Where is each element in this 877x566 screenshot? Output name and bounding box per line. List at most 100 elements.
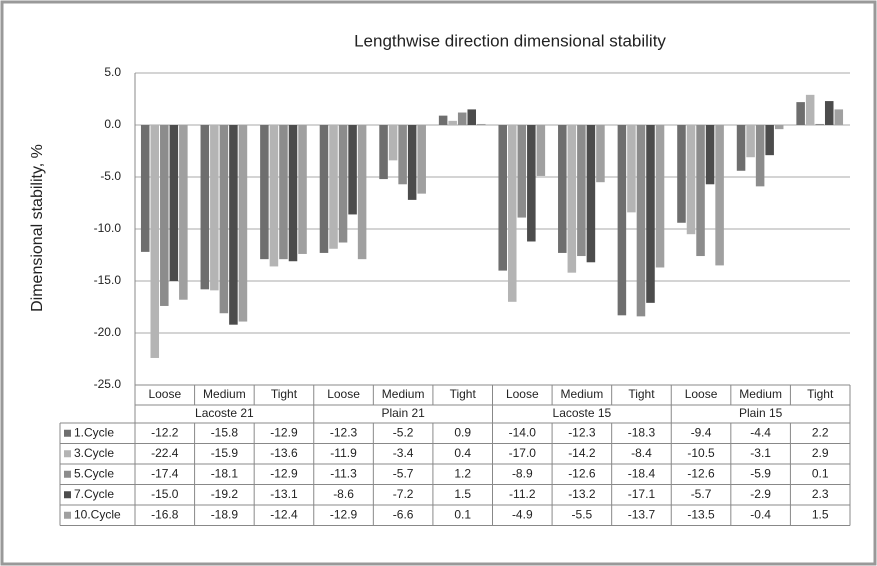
legend-key: [64, 470, 71, 478]
legend-key: [64, 511, 71, 519]
y-tick-label: -20.0: [94, 325, 122, 339]
table-value: -8.9: [512, 466, 533, 480]
table-value: -0.4: [750, 507, 771, 521]
bar: [338, 125, 348, 243]
table-value: 2.3: [812, 487, 829, 501]
y-tick-label: -25.0: [94, 377, 122, 391]
bar: [319, 125, 329, 253]
x-tick-label: Medium: [203, 387, 246, 401]
table-value: -12.2: [151, 425, 179, 439]
table-value: -13.1: [270, 487, 298, 501]
bar: [696, 125, 705, 257]
bar: [636, 125, 646, 317]
table-value: -14.2: [568, 446, 596, 460]
bar: [269, 125, 279, 267]
bar: [160, 125, 169, 306]
bar: [774, 125, 784, 130]
bar: [677, 125, 686, 223]
table-value: -15.8: [211, 425, 239, 439]
bar: [507, 125, 517, 302]
table-value: -12.9: [330, 507, 358, 521]
x-tick-label: Tight: [271, 387, 298, 401]
bar: [169, 125, 179, 281]
legend-label: 10.Cycle: [74, 507, 121, 521]
bar: [288, 125, 298, 262]
table-value: -8.6: [333, 487, 354, 501]
table-value: -13.6: [270, 446, 298, 460]
table-value: -4.4: [750, 425, 771, 439]
table-value: -12.4: [270, 507, 298, 521]
y-axis-label: Dimensional stability, %: [29, 144, 46, 312]
bar: [646, 125, 655, 303]
y-tick-label: -10.0: [94, 221, 122, 235]
table-value: -5.7: [393, 466, 414, 480]
table-value: -17.0: [509, 446, 537, 460]
bar: [219, 125, 229, 314]
bar: [517, 125, 527, 218]
table-value: 1.5: [812, 507, 829, 521]
table-value: -5.7: [691, 487, 712, 501]
bar: [815, 123, 824, 125]
bar: [536, 125, 546, 176]
x-tick-label: Loose: [327, 387, 360, 401]
table-value: -11.2: [509, 487, 536, 501]
table-value: -17.4: [151, 466, 179, 480]
table-value: -11.9: [330, 446, 357, 460]
bar: [655, 125, 665, 268]
table-value: 2.9: [812, 446, 829, 460]
bar: [467, 109, 477, 125]
legend-key: [64, 429, 71, 437]
table-value: 0.1: [812, 466, 829, 480]
x-tick-label: Loose: [148, 387, 181, 401]
x-tick-label: Loose: [506, 387, 539, 401]
bar: [596, 125, 605, 183]
bar: [200, 125, 210, 290]
bar: [686, 125, 696, 235]
table-value: -12.6: [687, 466, 715, 480]
table-value: 1.2: [454, 466, 471, 480]
table-value: -6.6: [393, 507, 414, 521]
y-tick-label: -5.0: [100, 169, 121, 183]
table-value: -16.8: [151, 507, 179, 521]
bar: [398, 125, 407, 185]
table-value: -8.4: [631, 446, 652, 460]
bar: [558, 125, 567, 253]
table-value: -12.9: [270, 466, 298, 480]
bar: [567, 125, 577, 273]
bar: [617, 125, 627, 316]
table-value: -18.3: [628, 425, 656, 439]
bar: [498, 125, 507, 271]
bar: [765, 125, 774, 156]
table-value: -12.3: [330, 425, 358, 439]
bar: [586, 125, 596, 263]
table-value: -5.5: [572, 507, 593, 521]
table-value: -3.1: [750, 446, 771, 460]
table-value: -12.9: [270, 425, 298, 439]
table-value: -15.9: [211, 446, 239, 460]
table-value: -13.5: [687, 507, 715, 521]
table-value: -18.9: [211, 507, 239, 521]
table-value: -22.4: [151, 446, 179, 460]
table-value: 2.2: [812, 425, 829, 439]
legend-label: 3.Cycle: [74, 446, 114, 460]
bar: [150, 125, 160, 358]
bar: [417, 125, 426, 194]
table-value: -12.6: [568, 466, 596, 480]
legend-label: 5.Cycle: [74, 466, 114, 480]
x-tick-label: Loose: [685, 387, 718, 401]
bar: [210, 125, 219, 291]
bar: [348, 125, 357, 215]
bar: [140, 125, 150, 252]
table-value: -12.3: [568, 425, 596, 439]
y-tick-label: 5.0: [104, 65, 121, 79]
y-tick-label: -15.0: [94, 273, 122, 287]
table-value: -18.4: [628, 466, 656, 480]
table-value: -13.7: [628, 507, 656, 521]
bar: [179, 125, 188, 300]
bar: [357, 125, 367, 260]
table-value: 0.9: [454, 425, 471, 439]
bar: [457, 112, 467, 125]
group-label: Lacoste 21: [195, 406, 254, 420]
